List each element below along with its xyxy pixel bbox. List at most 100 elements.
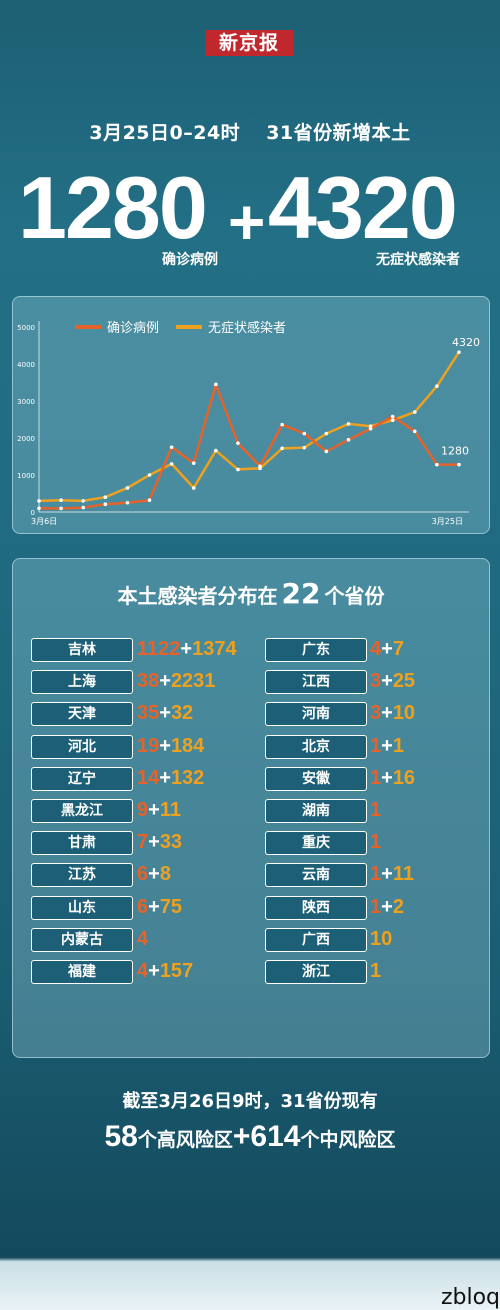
- province-cases: 9+11: [137, 797, 181, 823]
- province-row: 黑龙江 9+11: [13, 799, 489, 823]
- confirmed-cases: 6: [137, 895, 149, 918]
- plus-sign: +: [148, 960, 160, 982]
- plus-sign: +: [381, 895, 393, 918]
- confirmed-cases: 6: [137, 863, 149, 886]
- asymptomatic-cases: 10: [370, 927, 393, 950]
- mid-risk-label: 个中风险区: [300, 1129, 396, 1151]
- province-cases: 1+11: [370, 861, 414, 887]
- asymptomatic-cases: 33: [159, 831, 183, 854]
- data-point-confirmed: [81, 505, 86, 510]
- province-row: 甘肃 7+33: [13, 831, 489, 856]
- asymptomatic-cases: 7: [392, 638, 404, 660]
- data-point-confirmed: [59, 506, 63, 511]
- risk-area-summary: 58个高风险区+614个中风险区: [0, 1120, 500, 1154]
- data-point-confirmed: [125, 500, 130, 505]
- province-cases: 1+16: [370, 765, 415, 791]
- asymptomatic-cases: 10: [392, 702, 416, 725]
- province-cases: 14+132: [137, 765, 204, 791]
- y-tick-label: 0: [31, 509, 35, 517]
- plus-sign: +: [148, 799, 160, 821]
- province-row: 吉林 1122+1374: [13, 638, 489, 662]
- confirmed-cases: 14: [137, 766, 160, 789]
- confirmed-cases: 1: [370, 863, 382, 886]
- asymptomatic-cases: 11: [159, 799, 181, 821]
- province-row: 北京 1+1: [13, 734, 489, 759]
- confirmed-cases: 3: [370, 702, 382, 725]
- headline-scope: 31省份新增本土: [266, 122, 411, 144]
- province-name: 吉林: [31, 638, 133, 662]
- asymptomatic-cases: 11: [392, 863, 414, 886]
- confirmed-cases: 9: [137, 799, 149, 821]
- province-row: 广东 4+7: [13, 638, 489, 662]
- confirmed-cases: 4: [370, 638, 382, 660]
- headline: 3月25日0–24时 31省份新增本土: [0, 118, 500, 145]
- asymptomatic-cases: 184: [170, 734, 205, 757]
- data-point-confirmed: [302, 431, 307, 436]
- data-point-asymptomatic: [324, 431, 329, 436]
- data-point-confirmed: [37, 506, 41, 511]
- data-point-asymptomatic: [457, 350, 461, 354]
- province-cases: 1+2: [370, 894, 404, 920]
- data-point-asymptomatic: [59, 498, 63, 502]
- data-point-asymptomatic: [125, 486, 130, 490]
- trend-chart-panel: 0 1000 2000 3000 4000 5000 3月6日 3月25日 4320 1280 确诊…: [12, 296, 490, 534]
- plus-sign: +: [148, 895, 160, 918]
- province-cases: 38+2231: [137, 668, 215, 694]
- province-cases: 4: [137, 926, 148, 952]
- data-point-confirmed: [346, 438, 351, 442]
- asymptomatic-cases: 2: [392, 895, 404, 918]
- data-point-confirmed: [147, 498, 152, 502]
- province-cases: 3+10: [370, 700, 415, 726]
- y-tick-label: 2000: [17, 435, 35, 443]
- high-risk-label: 个高风险区: [137, 1129, 233, 1151]
- mid-risk-count: 614: [250, 1120, 301, 1153]
- plus-sign: +: [159, 734, 171, 757]
- asymptomatic-count: 4320: [268, 158, 458, 257]
- province-cases: 1: [370, 829, 381, 855]
- province-row: 河北 19+184: [13, 734, 489, 759]
- data-point-confirmed: [390, 414, 395, 419]
- asymptomatic-cases: 1374: [192, 638, 237, 660]
- plus-sign: +: [381, 670, 393, 693]
- province-name: 河南: [265, 702, 367, 727]
- plus-sign: +: [159, 766, 171, 789]
- province-row: 福建 4+157: [13, 960, 489, 984]
- province-cases: 1122+1374: [137, 636, 237, 662]
- trend-chart: 0 1000 2000 3000 4000 5000 3月6日 3月25日 4320 1280 确诊…: [17, 320, 480, 526]
- province-name: 广东: [265, 638, 367, 662]
- province-name: 山东: [31, 895, 133, 920]
- asymptomatic-cases: 32: [170, 702, 194, 725]
- province-name: 河北: [31, 734, 133, 759]
- province-row: 辽宁 14+132: [13, 765, 489, 791]
- province-row: 云南 1+11: [13, 861, 489, 888]
- province-name: 湖南: [265, 799, 367, 823]
- province-row: 陕西 1+2: [13, 894, 489, 920]
- data-point-confirmed: [412, 429, 417, 434]
- province-count: 22: [281, 577, 321, 610]
- asymptomatic-cases: 1: [370, 960, 382, 982]
- province-name: 北京: [265, 734, 367, 759]
- plus-sign: +: [148, 831, 160, 854]
- province-name: 内蒙古: [31, 927, 133, 952]
- watermark: zbloq: [440, 1285, 500, 1310]
- data-point-confirmed: [236, 441, 240, 445]
- province-row: 江西 3+25: [13, 670, 489, 695]
- province-name: 陕西: [265, 895, 367, 920]
- legend-label: 无症状感染者: [208, 320, 286, 336]
- province-cases: 6+75: [137, 894, 182, 920]
- data-point-confirmed: [214, 382, 218, 387]
- high-risk-count: 58: [104, 1120, 138, 1153]
- data-point-asymptomatic: [81, 499, 86, 503]
- data-point-asymptomatic: [280, 446, 284, 451]
- plus-sign: +: [381, 734, 393, 757]
- confirmed-cases: 1: [370, 895, 382, 918]
- province-name: 浙江: [265, 960, 367, 984]
- asymptomatic-cases: 157: [159, 960, 194, 982]
- province-row: 上海 38+2231: [13, 668, 489, 695]
- data-point-confirmed: [169, 445, 174, 450]
- plus-sign: +: [148, 863, 160, 886]
- data-point-asymptomatic: [390, 418, 395, 423]
- confirmed-cases: 1: [370, 734, 382, 757]
- summary-plus: +: [228, 186, 265, 258]
- confirmed-label: 确诊病例: [162, 252, 218, 268]
